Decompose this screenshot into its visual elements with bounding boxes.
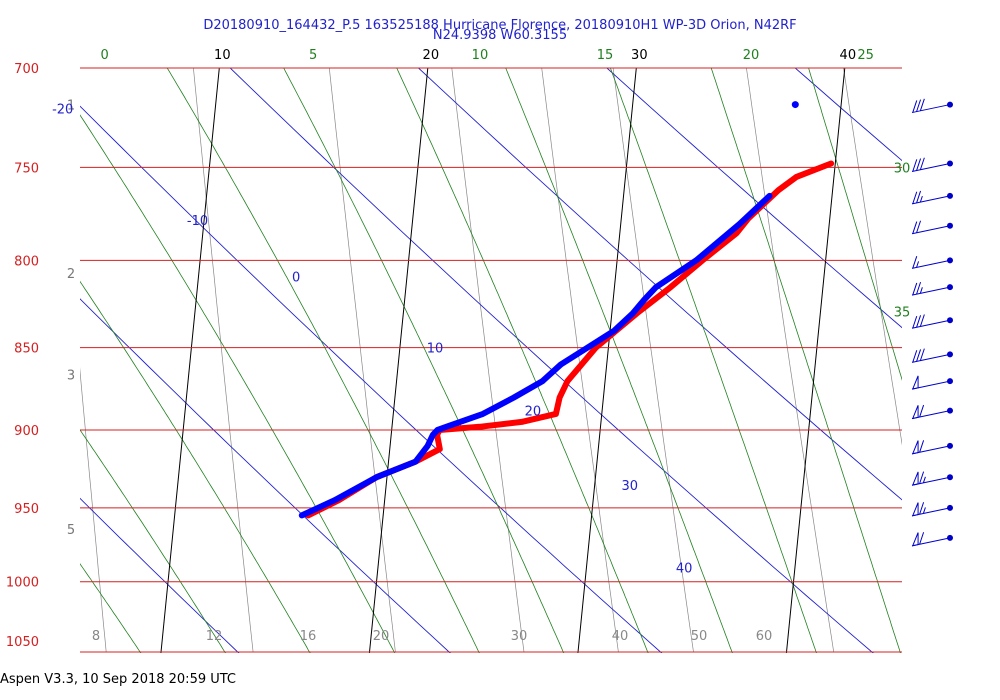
pressure-tick-label: 800 bbox=[14, 254, 39, 269]
mixing-ratio-line bbox=[612, 68, 694, 653]
wind-barb bbox=[911, 256, 953, 269]
moist-adiabat-label: 0 bbox=[101, 48, 109, 63]
wind-barb bbox=[911, 348, 953, 363]
pressure-tick-label: 950 bbox=[14, 502, 39, 517]
moist-adiabat-label: 25 bbox=[857, 48, 874, 63]
isotherm-label: 30 bbox=[631, 48, 648, 63]
isotherm-line bbox=[992, 5, 1000, 679]
isotherm-line bbox=[577, 68, 637, 653]
mixing-ratio-label: 8 bbox=[92, 629, 100, 644]
mixing-ratio-label: 12 bbox=[206, 629, 223, 644]
moist-adiabat-line bbox=[609, 68, 817, 653]
mixing-ratio-line bbox=[451, 68, 525, 653]
chart-subtitle: N24.9398 W60.3155 bbox=[433, 28, 567, 43]
dry-adiabat-label: 20 bbox=[525, 405, 542, 420]
height-km-label: 1 bbox=[67, 99, 75, 114]
mixing-ratio-label: 40 bbox=[612, 629, 629, 644]
mixing-ratio-line bbox=[541, 68, 619, 653]
moist-adiabat-line bbox=[80, 429, 226, 653]
wind-barb bbox=[911, 404, 953, 420]
dewpoint-profile bbox=[298, 192, 773, 519]
moist-adiabat-line bbox=[80, 114, 396, 653]
dry-adiabat-line bbox=[884, 0, 1000, 666]
wind-barb bbox=[911, 375, 953, 390]
mixing-ratio-label: 30 bbox=[511, 629, 528, 644]
wind-barb bbox=[911, 281, 953, 296]
height-km-label: 3 bbox=[67, 369, 75, 384]
mixing-ratio-line bbox=[193, 68, 254, 653]
isolated-data-point bbox=[791, 101, 799, 109]
mixing-ratio-label: 16 bbox=[300, 629, 317, 644]
dry-adiabat-line bbox=[606, 68, 902, 329]
isotherm-label: 10 bbox=[214, 48, 231, 63]
dry-adiabat-label: 0 bbox=[292, 270, 300, 285]
dry-adiabat-label: 40 bbox=[676, 561, 693, 576]
dry-adiabat-line bbox=[794, 68, 902, 162]
moist-adiabat-label: 20 bbox=[743, 48, 760, 63]
dry-adiabat-label: -10 bbox=[187, 214, 208, 229]
moist-adiabat-label: 10 bbox=[472, 48, 489, 63]
moist-adiabat-label: 15 bbox=[597, 48, 614, 63]
dry-adiabat-line bbox=[80, 298, 451, 653]
moist-adiabat-line bbox=[166, 68, 480, 653]
moist-adiabat-label: 5 bbox=[309, 48, 317, 63]
pressure-tick-label: 850 bbox=[14, 342, 39, 357]
footer-version-timestamp: Aspen V3.3, 10 Sep 2018 20:59 UTC bbox=[0, 672, 236, 687]
moist-adiabat-line bbox=[505, 68, 733, 653]
mixing-ratio-label: 50 bbox=[691, 629, 708, 644]
chart-title: D20180910_164432_P.5 163525188 Hurricane… bbox=[203, 18, 796, 33]
mixing-ratio-line bbox=[328, 68, 396, 653]
pressure-tick-label: 900 bbox=[14, 424, 39, 439]
isotherm-line bbox=[160, 68, 220, 653]
dry-adiabat-line bbox=[80, 105, 663, 653]
wind-barb bbox=[911, 157, 953, 173]
isotherm-line bbox=[785, 68, 846, 653]
mixing-ratio-line bbox=[80, 367, 107, 653]
isotherm-line bbox=[368, 68, 429, 653]
dry-adiabat-line bbox=[417, 68, 902, 501]
moist-adiabat-line bbox=[710, 68, 901, 653]
moist-adiabat-label: 35 bbox=[894, 306, 911, 321]
isotherm-label: 40 bbox=[840, 48, 857, 63]
mixing-ratio-label: 20 bbox=[373, 629, 390, 644]
wind-barb bbox=[911, 220, 953, 235]
pressure-tick-label: 700 bbox=[14, 62, 39, 77]
moist-adiabat-label: 30 bbox=[894, 161, 911, 176]
height-km-label: 5 bbox=[67, 523, 75, 538]
wind-barb bbox=[911, 314, 953, 329]
wind-barb bbox=[911, 532, 953, 547]
mixing-ratio-line bbox=[920, 68, 1000, 652]
dry-adiabat-label: 30 bbox=[621, 479, 638, 494]
height-km-label: 2 bbox=[67, 267, 75, 282]
dry-adiabat-line bbox=[229, 68, 874, 653]
mixing-ratio-line bbox=[983, 68, 1000, 652]
moist-adiabat-line bbox=[808, 68, 902, 381]
dry-adiabat-label: 10 bbox=[427, 342, 444, 357]
moist-adiabat-line bbox=[396, 68, 649, 653]
wind-barb bbox=[911, 440, 953, 455]
moist-adiabat-line bbox=[80, 563, 142, 653]
dry-adiabat-line bbox=[80, 497, 240, 653]
moist-adiabat-line bbox=[283, 68, 565, 653]
wind-barb bbox=[911, 190, 953, 205]
mixing-ratio-line bbox=[746, 68, 835, 653]
wind-barb bbox=[911, 98, 953, 114]
isotherm-label: 20 bbox=[423, 48, 440, 63]
wind-barb bbox=[911, 502, 953, 517]
dry-adiabat-label: -20 bbox=[52, 103, 73, 118]
mixing-ratio-line bbox=[843, 68, 902, 446]
pressure-tick-label: 1050 bbox=[6, 635, 39, 650]
wind-barb bbox=[911, 471, 953, 486]
mixing-ratio-label: 60 bbox=[756, 629, 773, 644]
pressure-tick-label: 750 bbox=[14, 161, 39, 176]
pressure-tick-label: 1000 bbox=[6, 576, 39, 591]
dry-adiabat-line bbox=[0, 0, 40, 666]
moist-adiabat-line bbox=[80, 280, 311, 653]
